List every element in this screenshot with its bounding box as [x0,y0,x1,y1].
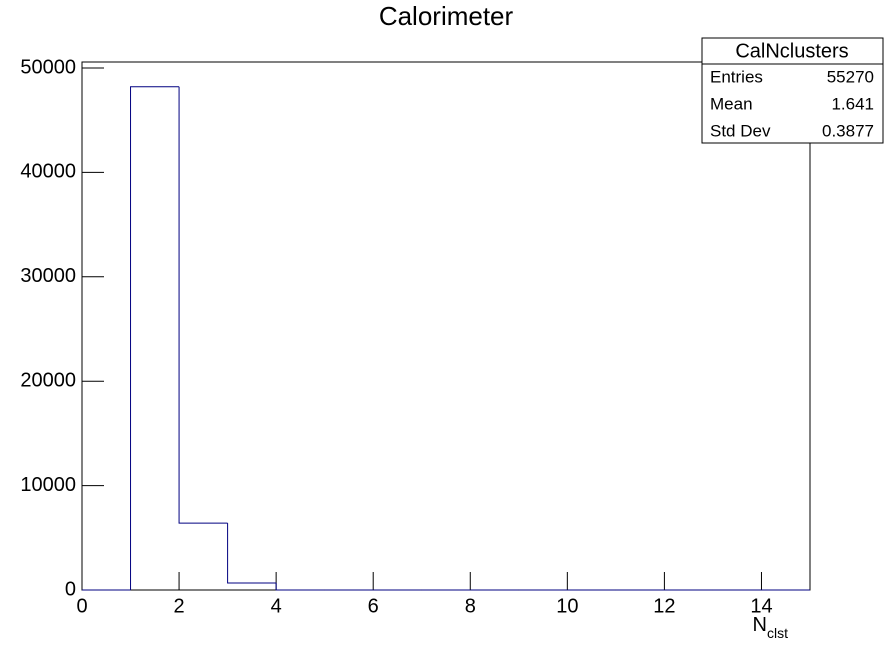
y-tick-label: 40000 [20,161,76,183]
y-tick-label: 0 [65,578,76,600]
stats-title: CalNclusters [735,40,848,62]
histogram-bin [130,86,180,590]
x-tick-label: 12 [653,595,675,617]
x-axis-title-main: N [753,614,767,636]
chart-title: Calorimeter [379,1,514,31]
x-axis-title: Nclst [753,614,789,640]
y-tick-label: 30000 [20,265,76,287]
x-tick-label: 4 [271,595,282,617]
x-tick-label: 14 [750,595,772,617]
y-tick-label: 10000 [20,474,76,496]
x-tick-label: 8 [465,595,476,617]
stats-label: Std Dev [710,121,771,140]
x-tick-label: 6 [368,595,379,617]
histogram-bin [227,523,277,584]
x-tick-label: 10 [556,595,578,617]
histogram-bin [178,86,228,524]
stats-value: 55270 [827,67,874,86]
y-tick-label: 50000 [20,56,76,78]
stats-label: Entries [710,67,763,86]
x-axis-title-sub: clst [767,625,788,641]
stats-frame [701,37,884,144]
stats-box: CalNclusters Entries 55270 Mean 1.641 Std De… [701,37,884,144]
stats-value: 0.3877 [822,121,874,140]
x-tick-label: 0 [76,595,87,617]
y-tick-label: 20000 [20,369,76,391]
x-tick-label: 2 [174,595,185,617]
stats-value: 1.641 [831,94,874,113]
stats-label: Mean [710,94,753,113]
histogram-bin [275,583,325,591]
